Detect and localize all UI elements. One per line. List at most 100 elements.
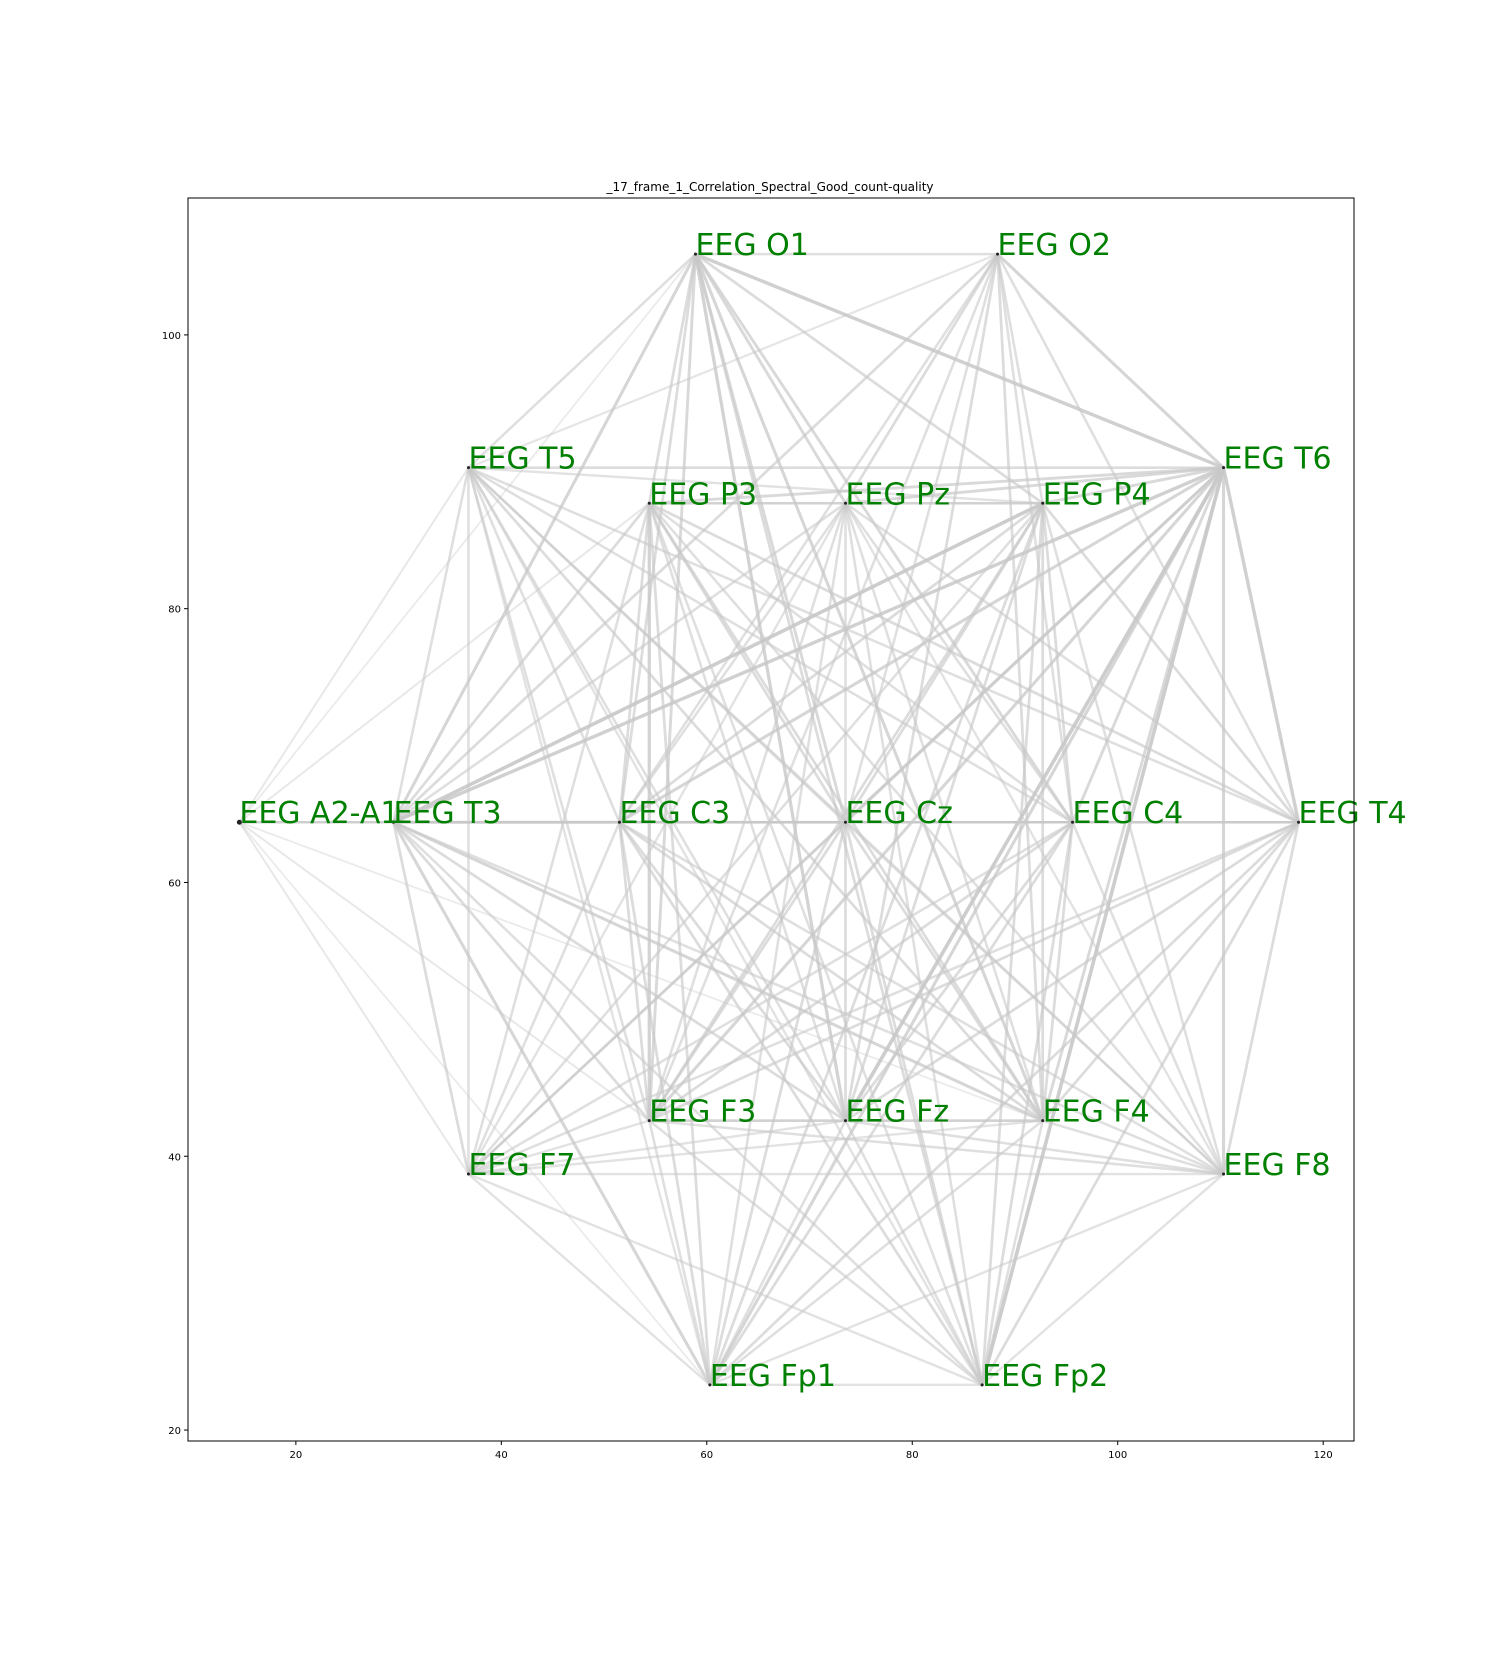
edge-T6-Fp2 bbox=[980, 465, 1226, 1387]
x-tick-label: 100 bbox=[1108, 1450, 1127, 1461]
edge-T6-C4 bbox=[1071, 466, 1225, 824]
edge-Pz-C4 bbox=[844, 501, 1074, 824]
node-label-P3: EEG P3 bbox=[649, 477, 757, 512]
edge-P4-F7 bbox=[467, 501, 1044, 1176]
edge-T3-F7 bbox=[392, 820, 470, 1176]
edge-Cz-F7 bbox=[467, 820, 847, 1176]
edge-O1-T6 bbox=[693, 252, 1226, 470]
edge-O2-Fz bbox=[844, 252, 999, 1123]
node-label-O1: EEG O1 bbox=[695, 228, 808, 263]
node-label-F4: EEG F4 bbox=[1043, 1095, 1150, 1130]
edge-F7-Fp1 bbox=[467, 1172, 712, 1387]
edge-O2-C3 bbox=[618, 252, 999, 824]
edge-C4-Fp1 bbox=[708, 820, 1074, 1387]
edge-O2-C4 bbox=[996, 252, 1074, 824]
edge-Fz-Fp1 bbox=[708, 1119, 847, 1387]
edge-T5-T4 bbox=[467, 466, 1300, 824]
node-A2A1 bbox=[236, 819, 242, 825]
edge-T4-Fz bbox=[844, 820, 1300, 1123]
edge-T3-Fp1 bbox=[391, 820, 712, 1387]
edge-O1-C3 bbox=[618, 252, 697, 824]
edge-P3-C3 bbox=[618, 501, 651, 824]
node-label-T5: EEG T5 bbox=[468, 442, 576, 477]
edge-P4-F3 bbox=[647, 501, 1045, 1123]
y-tick-label: 40 bbox=[168, 1152, 181, 1163]
y-tick-label: 80 bbox=[168, 605, 181, 616]
y-axis-ticks: 20 40 60 80 100 bbox=[162, 331, 188, 1437]
edge-T3-F3 bbox=[392, 820, 651, 1123]
node-P3 bbox=[647, 501, 651, 505]
edge-T6-P4 bbox=[1041, 466, 1225, 505]
edge-T4-F3 bbox=[647, 820, 1300, 1123]
edge-T5-C3 bbox=[467, 466, 621, 824]
edge-T6-F4 bbox=[1041, 466, 1225, 1123]
node-Pz bbox=[843, 501, 847, 505]
edge-O1-P4 bbox=[694, 252, 1045, 505]
node-label-T4: EEG T4 bbox=[1299, 796, 1407, 831]
y-tick-label: 100 bbox=[162, 331, 181, 342]
node-T3 bbox=[391, 820, 395, 824]
edge-Pz-F3 bbox=[647, 501, 847, 1122]
y-tick-label: 60 bbox=[168, 878, 181, 889]
edge-F7-Fp2 bbox=[467, 1172, 984, 1387]
edge-F4-Fp1 bbox=[708, 1119, 1044, 1387]
node-F4 bbox=[1041, 1119, 1045, 1123]
node-Fp2 bbox=[980, 1383, 984, 1387]
edge-O2-Pz bbox=[844, 252, 999, 505]
edge-P4-C3 bbox=[618, 501, 1045, 824]
edge-O1-Fp2 bbox=[694, 252, 984, 1387]
edge-F3-Fp1 bbox=[647, 1119, 712, 1387]
edge-O2-T5 bbox=[467, 253, 999, 469]
edge-T4-Fp2 bbox=[980, 820, 1300, 1387]
edge-T3-F8 bbox=[392, 820, 1225, 1176]
edge-O2-Cz bbox=[844, 252, 999, 824]
node-Fz bbox=[843, 1119, 847, 1123]
edge-A2A1-F4 bbox=[238, 821, 1044, 1122]
x-tick-label: 60 bbox=[700, 1450, 713, 1461]
edge-T4-Fp1 bbox=[708, 820, 1300, 1387]
edge-T6-Pz bbox=[844, 466, 1225, 505]
edge-P4-F8 bbox=[1041, 501, 1225, 1176]
edge-T4-F7 bbox=[467, 820, 1300, 1176]
edge-Cz-F8 bbox=[844, 820, 1225, 1176]
node-label-Fp1: EEG Fp1 bbox=[710, 1359, 836, 1394]
edge-Pz-Fp1 bbox=[708, 501, 847, 1387]
edge-P4-C4 bbox=[1041, 501, 1074, 824]
node-T5 bbox=[466, 466, 470, 470]
edge-O2-F3 bbox=[647, 252, 999, 1122]
edge-T5-T3 bbox=[392, 466, 470, 824]
edge-Cz-Fp1 bbox=[708, 820, 847, 1387]
node-label-Fp2: EEG Fp2 bbox=[982, 1359, 1108, 1394]
edge-Pz-T4 bbox=[844, 501, 1300, 824]
edge-T6-P3 bbox=[647, 466, 1225, 505]
edge-Cz-Fp2 bbox=[844, 820, 984, 1387]
edge-C3-Fp2 bbox=[618, 820, 984, 1387]
node-label-Cz: EEG Cz bbox=[845, 796, 952, 831]
edge-P4-Fz bbox=[844, 501, 1045, 1123]
edge-Fz-F8 bbox=[844, 1119, 1225, 1176]
edge-C3-Fp1 bbox=[618, 820, 712, 1387]
y-tick-label: 20 bbox=[168, 1426, 181, 1437]
edge-F8-Fp1 bbox=[708, 1172, 1225, 1387]
node-label-T3: EEG T3 bbox=[393, 796, 501, 831]
edge-Pz-F8 bbox=[844, 502, 1225, 1176]
edge-C4-F3 bbox=[647, 820, 1074, 1123]
node-label-Pz: EEG Pz bbox=[845, 477, 950, 512]
node-O2 bbox=[996, 252, 1000, 256]
edge-C3-F8 bbox=[618, 820, 1225, 1176]
edge-A2A1-O1 bbox=[238, 253, 697, 824]
x-tick-label: 20 bbox=[290, 1450, 303, 1461]
node-O1 bbox=[693, 252, 697, 256]
node-label-P4: EEG P4 bbox=[1043, 477, 1151, 512]
edge-C4-Fz bbox=[844, 820, 1074, 1123]
node-label-A2A1: EEG A2-A1 bbox=[239, 796, 399, 831]
axes-frame bbox=[187, 197, 1355, 1442]
edge-Fz-Fp2 bbox=[844, 1119, 984, 1387]
edge-A2A1-F7 bbox=[238, 821, 470, 1176]
edge-T6-T4 bbox=[1221, 465, 1301, 824]
x-tick-label: 40 bbox=[495, 1450, 508, 1461]
node-T6 bbox=[1222, 466, 1226, 470]
node-label-Fz: EEG Fz bbox=[845, 1095, 949, 1130]
edge-T5-F3 bbox=[467, 466, 651, 1122]
edge-P3-T4 bbox=[647, 501, 1300, 824]
